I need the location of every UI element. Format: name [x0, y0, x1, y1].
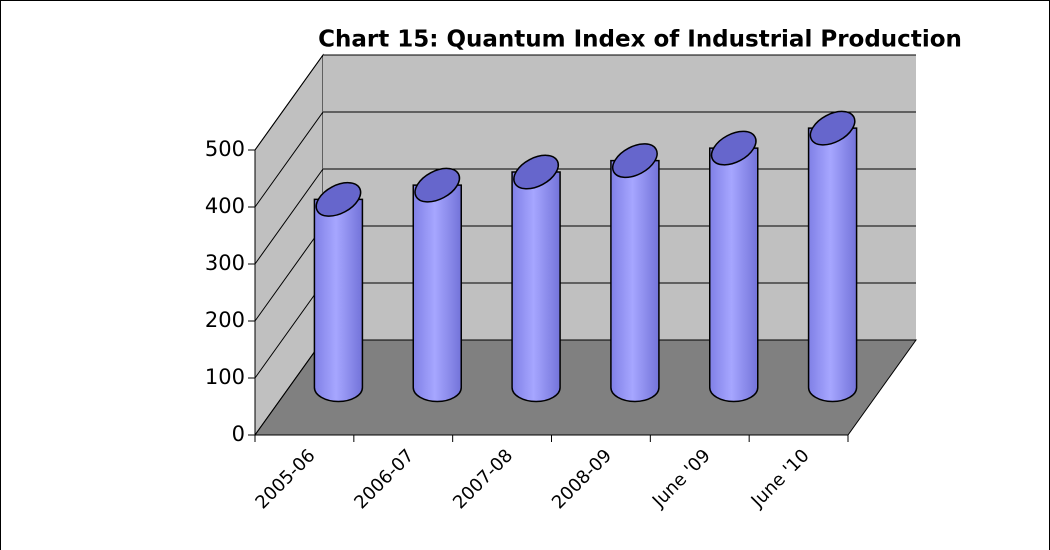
cylinder: [610, 143, 660, 403]
y-tick-label: 100: [205, 365, 245, 389]
grid-line: [254, 54, 916, 151]
bar-top: [809, 110, 856, 146]
y-tick-label: 200: [205, 308, 245, 332]
bar: [709, 147, 759, 403]
bar-top: [710, 130, 757, 166]
bar-top: [315, 181, 362, 217]
chart-title: Chart 15: Quantum Index of Industrial Pr…: [318, 27, 962, 53]
y-tick-label: 400: [205, 194, 245, 218]
bar: [610, 159, 660, 403]
bar: [412, 184, 462, 403]
grid-line: [254, 111, 916, 208]
bar: [807, 127, 858, 403]
y-tick-label: 0: [232, 422, 245, 446]
cylinder: [807, 110, 858, 403]
bar-top: [513, 154, 560, 190]
cylinder: [709, 130, 759, 403]
cylinder: [412, 167, 462, 403]
bar-top: [611, 143, 658, 179]
bar: [313, 198, 364, 403]
y-tick-label: 300: [205, 251, 245, 275]
cylinder: [511, 154, 561, 403]
bar: [511, 171, 561, 403]
y-tick-label: 500: [205, 137, 245, 161]
cylinder: [313, 181, 364, 403]
bar-top: [414, 167, 461, 203]
